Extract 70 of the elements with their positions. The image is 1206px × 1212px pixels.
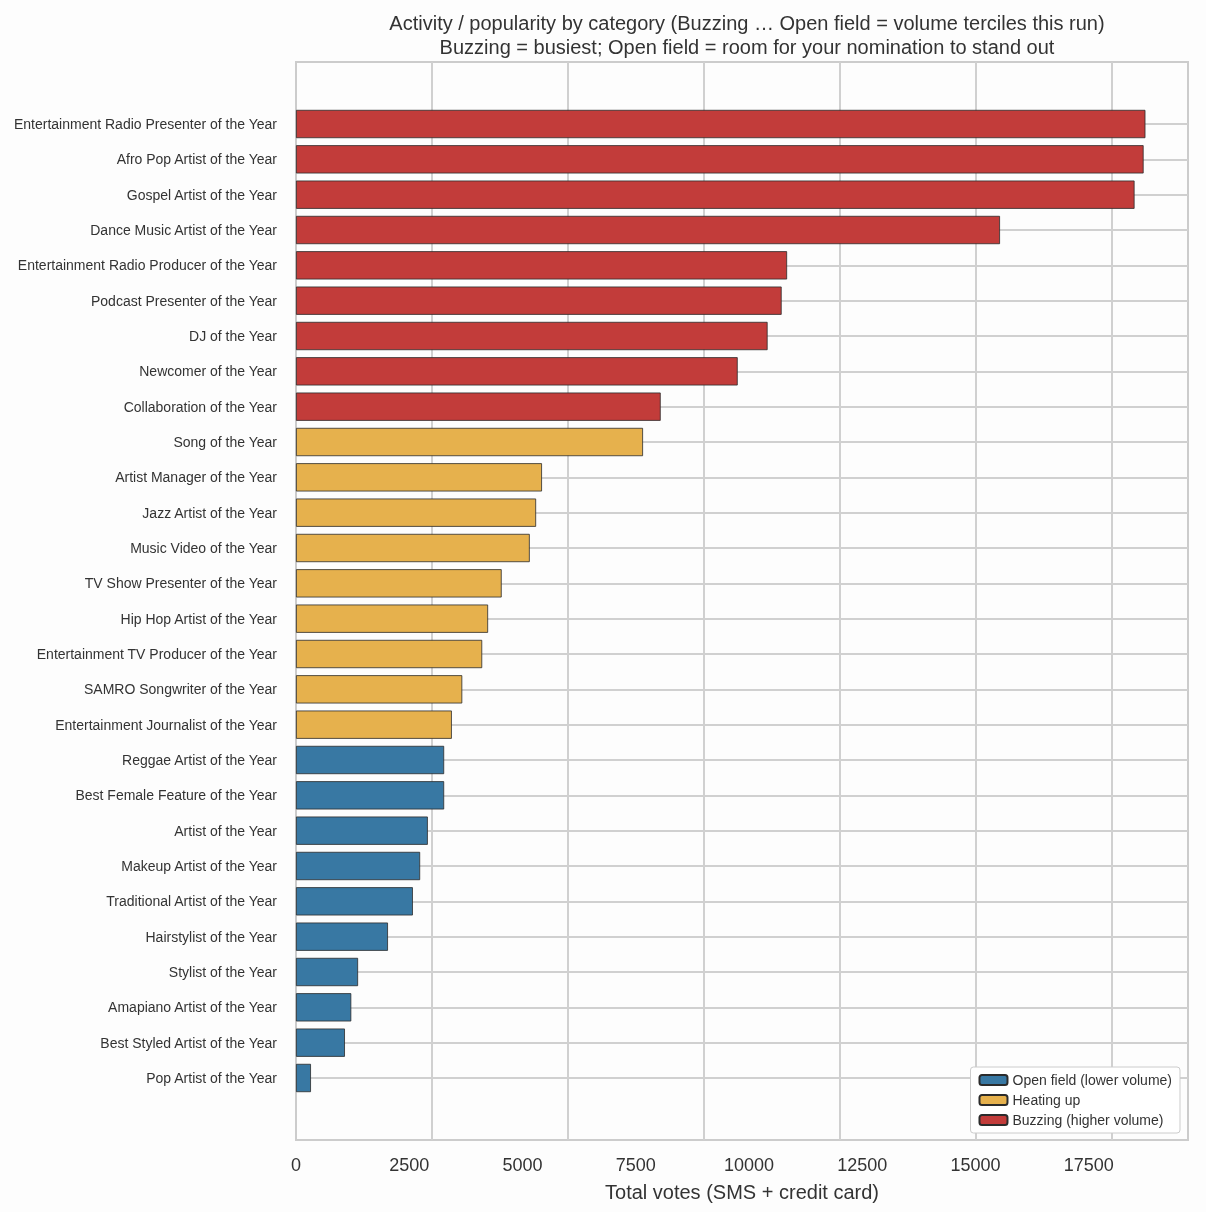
bar — [296, 357, 738, 386]
chart-title: Activity / popularity by category (Buzzing … Open field = volume terciles this run) — [389, 12, 1105, 34]
y-tick-label: Artist of the Year — [174, 822, 278, 839]
y-tick-label: Entertainment Radio Producer of the Year — [17, 257, 278, 274]
chart-subtitle: Buzzing = busiest; Open field = room for your nomination to stand out — [439, 36, 1055, 58]
legend-label: Buzzing (higher volume) — [1012, 1112, 1164, 1128]
x-tick-label: 0 — [290, 1155, 302, 1175]
y-tick-label: Dance Music Artist of the Year — [90, 222, 278, 239]
y-tick-label: Song of the Year — [173, 434, 278, 450]
bar — [296, 922, 388, 951]
bar — [296, 957, 359, 987]
y-tick-label: Jazz Artist of the Year — [142, 504, 278, 521]
bar — [296, 569, 502, 598]
y-tick-label: Stylist of the Year — [168, 963, 278, 980]
x-tick-label: 15000 — [950, 1155, 1001, 1175]
bar — [296, 781, 445, 810]
bar — [296, 1028, 345, 1057]
y-tick-label: Pop Artist of the Year — [146, 1069, 278, 1086]
bar — [296, 215, 1000, 245]
y-tick-label: Afro Pop Artist of the Year — [116, 151, 278, 168]
x-tick-label: 2500 — [389, 1155, 430, 1175]
y-tick-label: Traditional Artist of the Year — [106, 893, 278, 910]
bar — [296, 427, 644, 457]
bar — [296, 710, 452, 739]
bar — [296, 851, 421, 881]
x-tick-label: 7500 — [615, 1155, 656, 1175]
y-tick-label: Hairstylist of the Year — [145, 928, 278, 945]
bar — [296, 639, 483, 669]
x-tick-label: 17500 — [1063, 1155, 1114, 1175]
y-tick-label: Entertainment Radio Presenter of the Year — [13, 116, 278, 133]
bar — [296, 675, 463, 704]
y-tick-label: DJ of the Year — [189, 328, 278, 344]
y-tick-label: Music Video of the Year — [130, 540, 278, 556]
y-tick-label: Gospel Artist of the Year — [126, 186, 278, 203]
y-tick-label: Hip Hop Artist of the Year — [120, 610, 278, 627]
bar — [296, 498, 537, 527]
y-tick-label: SAMRO Songwriter of the Year — [84, 681, 278, 698]
bar — [296, 145, 1144, 174]
legend-label: Heating up — [1012, 1092, 1081, 1108]
y-tick-label: Newcomer of the Year — [139, 363, 278, 380]
bar — [296, 180, 1135, 209]
bar — [296, 604, 489, 633]
bar — [296, 816, 428, 845]
y-tick-label: Best Female Feature of the Year — [75, 787, 278, 804]
x-tick-label: 12500 — [837, 1155, 888, 1175]
y-tick-label: Entertainment TV Producer of the Year — [36, 646, 278, 662]
bar — [296, 286, 782, 315]
bar — [296, 1063, 311, 1093]
y-tick-label: Podcast Presenter of the Year — [90, 292, 278, 309]
y-tick-label: Makeup Artist of the Year — [121, 858, 278, 874]
x-tick-label: 10000 — [723, 1155, 775, 1175]
bar — [296, 887, 413, 916]
x-axis-title: Total votes (SMS + credit card) — [605, 1181, 879, 1203]
y-tick-label: Best Styled Artist of the Year — [100, 1034, 278, 1051]
y-tick-label: Collaboration of the Year — [123, 398, 278, 415]
x-tick-label: 5000 — [502, 1155, 543, 1175]
y-tick-label: TV Show Presenter of the Year — [84, 575, 278, 592]
bar — [296, 993, 352, 1022]
bar — [296, 745, 445, 775]
y-tick-label: Reggae Artist of the Year — [122, 752, 278, 768]
bar — [296, 109, 1146, 139]
bar — [296, 321, 768, 351]
legend-label: Open field (lower volume) — [1012, 1072, 1173, 1088]
y-tick-label: Amapiano Artist of the Year — [108, 999, 278, 1016]
bar — [296, 463, 542, 492]
bar — [296, 392, 661, 421]
y-tick-label: Entertainment Journalist of the Year — [55, 716, 278, 733]
y-tick-label: Artist Manager of the Year — [115, 469, 278, 486]
bar — [296, 533, 530, 563]
bar — [296, 251, 788, 280]
